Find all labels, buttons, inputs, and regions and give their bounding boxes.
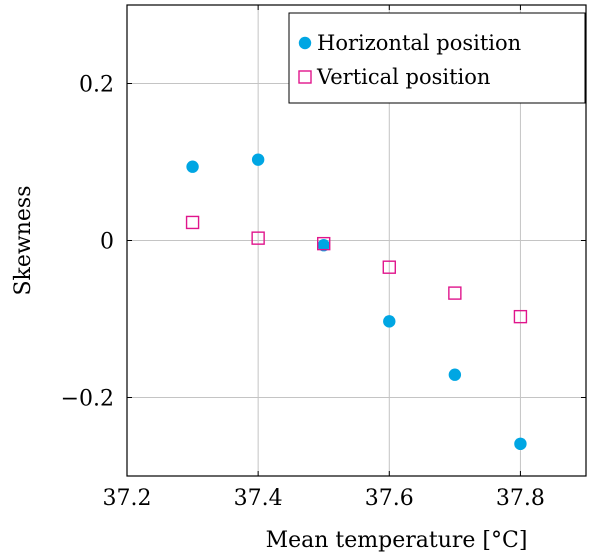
vertical-point xyxy=(251,231,265,245)
x-tick-label: 37.4 xyxy=(234,486,283,511)
x-tick-label: 37.2 xyxy=(103,486,152,511)
y-tick-label: −0.2 xyxy=(61,387,114,412)
x-tick-label: 37.6 xyxy=(365,486,414,511)
data-series xyxy=(185,153,528,451)
horizontal-point xyxy=(186,160,199,173)
legend-box xyxy=(288,12,586,104)
y-axis-title: Skewness xyxy=(11,185,36,295)
vertical-point xyxy=(317,236,331,251)
x-axis-title: Mean temperature [°C] xyxy=(266,528,528,553)
horizontal-point xyxy=(514,437,527,451)
x-tick-label: 37.8 xyxy=(496,486,545,511)
vertical-point xyxy=(513,309,528,324)
horizontal-point xyxy=(317,239,330,252)
horizontal-point xyxy=(448,368,462,381)
legend: Horizontal position Vertical position xyxy=(288,12,586,104)
vertical-point xyxy=(185,215,200,230)
y-tick-label: 0.2 xyxy=(79,73,114,98)
y-tick-label: 0 xyxy=(100,230,114,255)
horizontal-point xyxy=(383,315,396,328)
vertical-point xyxy=(382,260,396,274)
vertical-point xyxy=(448,286,462,300)
legend-marker-horizontal xyxy=(298,36,312,50)
legend-marker-vertical xyxy=(298,70,312,84)
legend-label-vertical: Vertical position xyxy=(316,65,490,89)
legend-label-horizontal: Horizontal position xyxy=(317,31,521,55)
horizontal-point xyxy=(251,153,265,166)
axis-ticks: 37.2 37.4 37.6 37.8 −0.2 0 0.2 xyxy=(61,5,586,511)
